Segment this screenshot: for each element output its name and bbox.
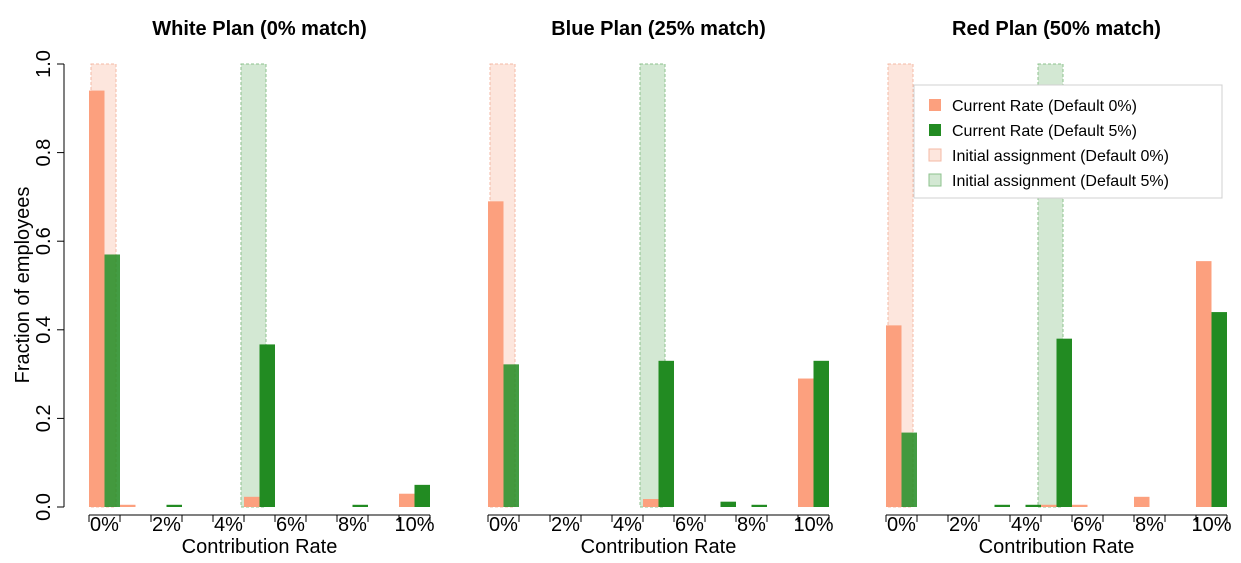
bar-current-default5 <box>658 360 674 507</box>
bar-current-default0 <box>89 90 105 507</box>
bar-current-default0 <box>886 325 902 507</box>
x-tick-label: 10% <box>793 514 833 536</box>
bar-current-default5 <box>104 254 120 507</box>
x-tick-label: 0% <box>489 514 518 536</box>
y-tick-label: 0.8 <box>33 139 55 167</box>
bar-current-default5 <box>1025 504 1041 507</box>
x-axis-label: Contribution Rate <box>182 536 338 558</box>
x-tick-label: 8% <box>737 514 766 536</box>
bar-current-default0 <box>120 504 136 507</box>
chart-panel: Blue Plan (25% match) 0% 2% 4% 6% 8% 10% Contri… <box>487 18 834 558</box>
panel-title: White Plan (0% match) <box>152 18 366 40</box>
x-tick-label: 2% <box>551 514 580 536</box>
bar-current-default0 <box>488 201 504 507</box>
y-axis: Fraction of employees 0.0 0.2 0.4 0.6 0.8 1.0 <box>12 50 65 521</box>
legend-box <box>913 84 1223 199</box>
legend-swatch <box>929 124 941 136</box>
x-tick-label: 8% <box>1135 514 1164 536</box>
x-axis-label: Contribution Rate <box>581 536 737 558</box>
bar-current-default5 <box>503 364 519 507</box>
y-tick-label: 0.2 <box>33 404 55 432</box>
legend-label: Current Rate (Default 5%) <box>952 123 1137 140</box>
legend-label: Initial assignment (Default 5%) <box>952 173 1169 190</box>
bar-current-default5 <box>1056 338 1072 507</box>
bar-current-default0 <box>1134 496 1150 507</box>
x-tick-label: 4% <box>613 514 642 536</box>
x-tick-label: 0% <box>90 514 119 536</box>
bar-current-default5 <box>994 504 1010 507</box>
x-tick-label: 6% <box>276 514 305 536</box>
legend-swatch <box>928 173 942 187</box>
x-tick-label: 10% <box>394 514 434 536</box>
x-tick-label: 0% <box>887 514 916 536</box>
bar-current-default5 <box>352 504 368 507</box>
x-tick-label: 4% <box>214 514 243 536</box>
bar-current-default5 <box>813 360 829 507</box>
legend-swatch <box>928 148 942 162</box>
x-tick-label: 6% <box>1073 514 1102 536</box>
bar-current-default0 <box>1196 261 1212 507</box>
bar-current-default0 <box>643 499 659 507</box>
bar-current-default5 <box>166 504 182 507</box>
y-axis-label: Fraction of employees <box>12 187 34 384</box>
panel-title: Red Plan (50% match) <box>952 18 1161 40</box>
bar-current-default5 <box>1211 312 1227 507</box>
y-tick-label: 0.6 <box>33 227 55 255</box>
bar-current-default5 <box>751 504 767 507</box>
bar-current-default0 <box>399 493 415 507</box>
bar-current-default0 <box>1072 504 1088 507</box>
y-tick-label: 1.0 <box>33 50 55 78</box>
x-tick-label: 4% <box>1011 514 1040 536</box>
x-axis-label: Contribution Rate <box>979 536 1135 558</box>
legend: Current Rate (Default 0%) Current Rate (D… <box>913 84 1223 199</box>
legend-label: Current Rate (Default 0%) <box>952 98 1137 115</box>
y-tick-label: 0.4 <box>33 316 55 344</box>
bar-current-default0 <box>244 496 260 507</box>
bar-current-default5 <box>901 432 917 507</box>
panel-title: Blue Plan (25% match) <box>551 18 766 40</box>
chart-panels: White Plan (0% match) 0% 2% 4% 6% 8% 10% Contri… <box>88 18 1232 558</box>
bar-current-default0 <box>1041 504 1057 507</box>
x-tick-label: 2% <box>949 514 978 536</box>
chart-panel: White Plan (0% match) 0% 2% 4% 6% 8% 10% Contri… <box>88 18 435 558</box>
bar-current-default5 <box>259 344 275 507</box>
bar-current-default0 <box>798 378 814 507</box>
legend-label: Initial assignment (Default 0%) <box>952 148 1169 165</box>
legend-swatch <box>929 99 941 111</box>
x-tick-label: 10% <box>1191 514 1231 536</box>
x-tick-label: 2% <box>152 514 181 536</box>
x-tick-label: 6% <box>675 514 704 536</box>
bar-current-default5 <box>720 501 736 507</box>
y-tick-label: 0.0 <box>33 493 55 521</box>
bar-current-default5 <box>414 484 430 507</box>
x-tick-label: 8% <box>338 514 367 536</box>
